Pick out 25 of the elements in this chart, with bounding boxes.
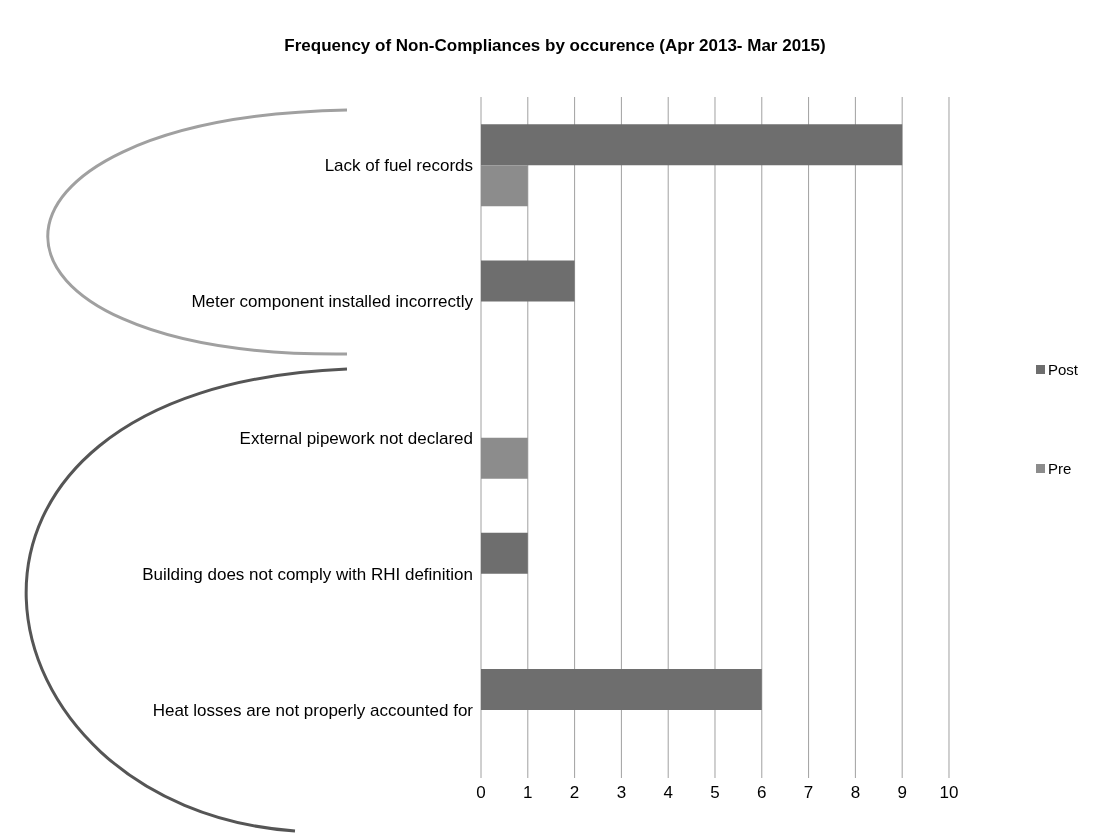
bar bbox=[481, 437, 528, 479]
x-tick-label: 2 bbox=[569, 783, 580, 803]
legend-label: Post bbox=[1047, 361, 1078, 378]
bar bbox=[481, 669, 762, 711]
x-tick-label: 10 bbox=[939, 783, 959, 803]
chart-title: Frequency of Non-Compliances by occurence (Apr 2013- Mar 2015) bbox=[283, 36, 827, 56]
y-tick-label: Heat losses are not properly accounted for bbox=[152, 700, 474, 720]
x-tick-label: 8 bbox=[850, 783, 861, 803]
bar bbox=[481, 124, 903, 166]
bar bbox=[481, 532, 528, 574]
bar bbox=[481, 260, 575, 302]
bar bbox=[481, 165, 528, 207]
x-tick-label: 7 bbox=[803, 783, 814, 803]
y-tick-label: External pipework not declared bbox=[239, 428, 473, 448]
y-tick-label: Meter component installed incorrectly bbox=[191, 292, 474, 312]
x-tick-label: 0 bbox=[476, 783, 486, 803]
y-tick-label: Building does not comply with RHI definition bbox=[142, 564, 473, 584]
x-tick-label: 4 bbox=[663, 783, 673, 803]
y-tick-label: Lack of fuel records bbox=[324, 156, 473, 176]
x-tick-label: 3 bbox=[616, 783, 627, 803]
legend-label: Pre bbox=[1047, 460, 1072, 477]
x-tick-label: 5 bbox=[710, 783, 720, 803]
x-tick-label: 9 bbox=[897, 783, 907, 803]
x-tick-label: 6 bbox=[757, 783, 767, 803]
x-tick-label: 1 bbox=[523, 783, 533, 803]
